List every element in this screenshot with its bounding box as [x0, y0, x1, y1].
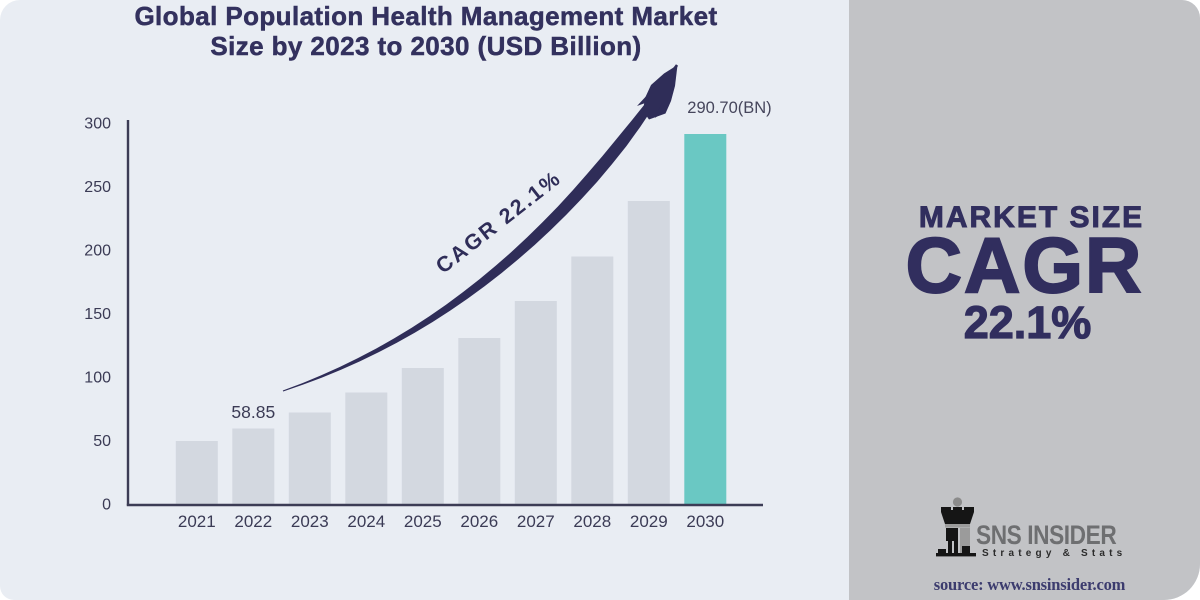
- svg-text:300: 300: [84, 116, 111, 133]
- svg-text:2025: 2025: [404, 512, 442, 531]
- svg-text:2026: 2026: [460, 512, 498, 531]
- svg-text:150: 150: [84, 306, 111, 323]
- svg-text:2021: 2021: [178, 512, 216, 531]
- svg-text:2024: 2024: [347, 512, 385, 531]
- svg-text:2022: 2022: [234, 512, 272, 531]
- svg-text:100: 100: [84, 370, 111, 387]
- svg-text:0: 0: [102, 497, 111, 514]
- svg-text:58.85: 58.85: [231, 402, 275, 422]
- svg-text:2030: 2030: [686, 512, 724, 531]
- svg-text:200: 200: [84, 243, 111, 260]
- svg-text:2027: 2027: [517, 512, 555, 531]
- svg-text:290.70(BN): 290.70(BN): [687, 99, 771, 117]
- svg-text:2028: 2028: [573, 512, 611, 531]
- svg-text:50: 50: [93, 433, 111, 450]
- svg-text:2029: 2029: [630, 512, 668, 531]
- svg-text:250: 250: [84, 179, 111, 196]
- svg-text:2023: 2023: [291, 512, 329, 531]
